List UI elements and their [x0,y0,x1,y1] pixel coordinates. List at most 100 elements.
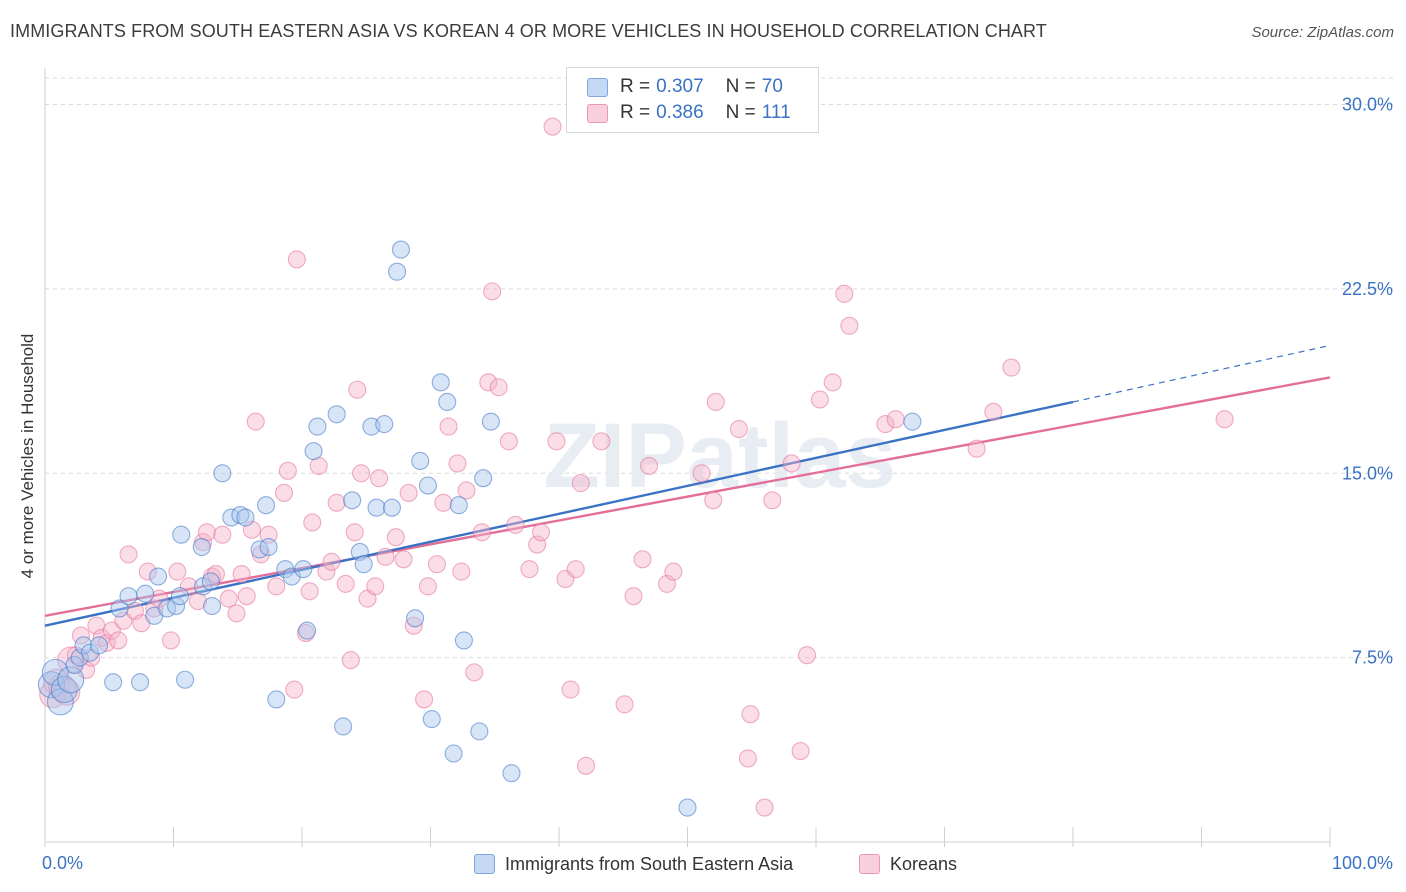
tick-labels: 7.5% 15.0% 22.5% 30.0% 0.0% 100.0% [42,95,1393,873]
sea-point-63 [502,764,521,783]
legend-row-pink: R = 0.386 N = 111 [587,101,791,125]
koreans-point-86 [571,474,590,493]
sea-point-53 [418,476,437,495]
koreans-point-38 [267,577,286,596]
koreans-trend-line [44,376,1331,618]
koreans-point-33 [237,587,256,606]
legend-r-label: R = [620,76,651,97]
koreans-point-109 [840,316,859,335]
y-tick-label-0: 7.5% [1352,648,1393,668]
koreans-point-90 [624,587,643,606]
legend-n-value-blue: 70 [761,76,783,97]
legend-row-blue: R = 0.307 N = 70 [587,75,783,99]
sea-point-32 [259,537,278,557]
koreans-point-49 [327,493,346,512]
koreans-point-112 [967,439,986,458]
koreans-point-97 [706,392,725,412]
koreans-point-88 [592,432,611,451]
sea-point-54 [422,710,441,729]
sea-point-62 [481,412,500,431]
sea-point-56 [438,392,457,412]
trend-lines [44,344,1331,627]
koreans-point-68 [448,454,467,473]
koreans-point-13 [109,631,128,650]
koreans-point-21 [161,631,180,650]
legend-swatch-blue [587,77,608,97]
koreans-point-67 [439,417,458,436]
koreans-point-84 [561,680,580,699]
koreans-point-72 [472,523,491,542]
koreans-point-66 [434,493,453,512]
koreans-point-98 [729,419,748,439]
x-tick-label-1: 100.0% [1332,853,1393,873]
sea-point-58 [449,496,468,515]
koreans-point-20 [150,589,169,608]
koreans-point-64 [418,577,437,596]
koreans-point-39 [274,483,294,502]
sea-point-59 [454,631,473,650]
koreans-point-61 [399,483,418,502]
koreans-point-74 [483,282,502,301]
y-tick-label-1: 15.0% [1342,463,1393,483]
sea-point-20 [172,525,191,544]
koreans-point-50 [336,574,355,593]
sea-point-48 [382,498,402,517]
koreans-point-77 [506,515,525,534]
sea-point-10 [104,673,123,692]
sea-point-39 [308,417,327,436]
koreans-point-104 [791,741,810,761]
koreans-point-58 [376,547,395,566]
koreans-point-71 [465,663,484,682]
sea-point-46 [367,498,386,517]
koreans-point-54 [352,464,371,483]
koreans-point-80 [531,523,551,542]
sea-point-44 [354,555,373,574]
bottom-legend-label-blue: Immigrants from South Eastern Asia [505,853,794,874]
koreans-point-110 [876,415,895,434]
koreans-point-42 [287,250,306,269]
koreans-point-114 [1002,358,1021,377]
bottom-legend-pink: Koreans [859,852,957,876]
sea-point-65 [903,412,922,431]
sea-point-41 [334,717,353,736]
x-tick-label-0: 0.0% [42,853,83,873]
koreans-point-40 [278,461,297,480]
sea-point-60 [470,722,489,741]
koreans-point-62 [404,616,423,635]
koreans-point-87 [576,756,596,775]
koreans-point-47 [317,562,336,581]
sea-point-8 [80,643,100,662]
koreans-point-59 [386,528,405,547]
koreans-point-30 [219,589,238,608]
sea-point-50 [391,240,410,259]
koreans-point-35 [246,412,265,431]
koreans-point-29 [213,525,232,544]
correlation-legend: R = 0.307 N = 70 R = 0.386 N = 111 [566,67,819,133]
legend-swatch-pink [587,103,608,123]
koreans-point-105 [797,646,817,665]
bottom-legend-swatch-blue [474,854,495,874]
koreans-point-63 [415,690,434,709]
sea-point-36 [294,560,313,579]
koreans-point-44 [300,582,319,601]
koreans-point-32 [232,565,251,584]
sea-point-55 [431,373,450,392]
sea-point-16 [149,567,168,586]
sea-point-64 [678,798,697,817]
sea-point-49 [388,262,407,281]
sea-point-25 [203,596,222,616]
legend-n-label: N = [725,102,756,123]
sea-point-40 [327,405,346,424]
sea-point-37 [298,621,317,640]
sea-point-9 [89,636,109,655]
koreans-point-23 [179,577,198,596]
koreans-point-73 [479,373,498,392]
sea-immigrants-points [37,240,922,817]
koreans-point-107 [823,373,842,392]
koreans-point-75 [489,378,508,397]
koreans-point-92 [639,456,659,475]
sea-point-14 [136,584,155,603]
sea-point-42 [343,491,362,510]
sea-point-11 [110,599,129,618]
